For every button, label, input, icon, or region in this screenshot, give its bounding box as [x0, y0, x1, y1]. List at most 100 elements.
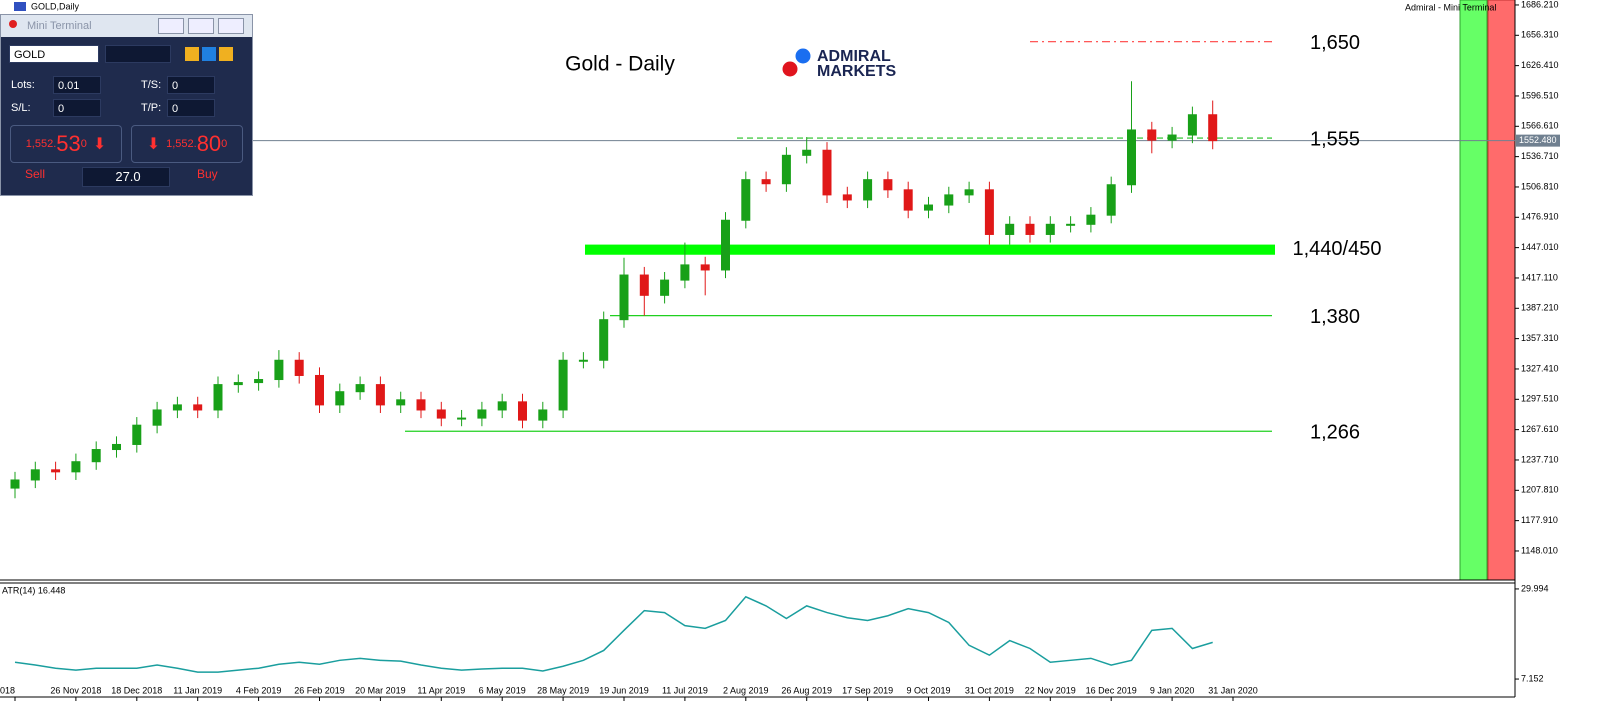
- x-tick-label: 18 Dec 2018: [111, 685, 162, 695]
- y-tick-label: 1626.410: [1521, 60, 1559, 70]
- y-tick-label: 1536.710: [1521, 151, 1559, 161]
- maximize-button[interactable]: [188, 18, 214, 34]
- candle-body: [71, 461, 81, 473]
- logo-dot: [782, 61, 798, 77]
- x-tick-label: 11 Jan 2019: [173, 685, 222, 695]
- tool-icon[interactable]: [219, 47, 233, 61]
- candle-body: [741, 179, 751, 221]
- candle-body: [781, 154, 791, 185]
- y-tick-label: 1656.310: [1521, 30, 1559, 40]
- sell-price-pips: 53: [56, 131, 81, 156]
- y-tick-label: 29.994: [1521, 583, 1549, 593]
- candle-body: [233, 382, 243, 386]
- candle-body: [802, 149, 812, 156]
- buy-button[interactable]: ⬇ 1,552. 80 0: [131, 125, 243, 163]
- buy-price-big-figure: 1,552.: [166, 138, 197, 150]
- candle-body: [51, 469, 61, 473]
- support-band: [585, 244, 1275, 255]
- x-tick-label: 20 Mar 2019: [355, 685, 406, 695]
- x-tick-label: 2 Aug 2019: [723, 685, 769, 695]
- candle-body: [274, 359, 284, 381]
- candle-body: [619, 274, 629, 321]
- candle-body: [518, 401, 527, 421]
- candle-body: [416, 399, 426, 411]
- logo-text: MARKETS: [817, 63, 896, 80]
- candle-body: [924, 204, 933, 211]
- buy-price-fraction: 0: [221, 138, 228, 150]
- settings-icon[interactable]: [202, 47, 216, 61]
- red-panel: [1487, 0, 1516, 581]
- ts-input[interactable]: 0: [167, 76, 215, 94]
- x-tick-label: 16 Dec 2019: [1086, 685, 1137, 695]
- candle-body: [1167, 134, 1177, 141]
- terminal-titlebar: Mini Terminal: [1, 15, 252, 37]
- y-tick-label: 1327.410: [1521, 363, 1559, 373]
- candle-body: [944, 194, 954, 206]
- candle-body: [761, 179, 771, 185]
- y-tick-label: 7.152: [1521, 673, 1544, 683]
- x-tick-label: 4 Feb 2019: [236, 685, 282, 695]
- spread-field: 27.0: [82, 167, 170, 187]
- x-tick-label: 26 Aug 2019: [781, 685, 832, 695]
- candle-body: [1127, 129, 1136, 186]
- terminal-title: Mini Terminal: [27, 20, 92, 32]
- candle-body: [822, 149, 832, 196]
- y-tick-label: 1297.510: [1521, 394, 1559, 404]
- candle-body: [721, 219, 730, 271]
- candle-body: [1066, 223, 1076, 226]
- y-tick-label: 1506.810: [1521, 181, 1559, 191]
- x-tick-label: 19 Jun 2019: [599, 685, 649, 695]
- y-tick-label: 1417.110: [1521, 272, 1558, 282]
- tool-icon[interactable]: [185, 47, 199, 61]
- price-tag: [1516, 134, 1560, 147]
- candle-body: [375, 384, 385, 406]
- candle-body: [132, 424, 142, 445]
- atr-line: [14, 595, 1213, 673]
- y-tick-label: 1237.710: [1521, 454, 1559, 464]
- y-tick-label: 1566.610: [1521, 121, 1559, 131]
- y-tick-label: 1148.010: [1521, 545, 1558, 555]
- sell-label[interactable]: Sell: [25, 167, 46, 181]
- level-label: 1,380: [1310, 306, 1360, 328]
- candle-body: [842, 194, 852, 201]
- green-panel: [1459, 0, 1488, 581]
- y-tick-label: 1447.010: [1521, 242, 1559, 252]
- tp-label: T/P:: [141, 102, 162, 114]
- symbol-field: [105, 45, 171, 63]
- candle-body: [254, 379, 264, 384]
- candle-body: [1147, 129, 1157, 141]
- close-button[interactable]: [218, 18, 244, 34]
- x-tick-label: 17 Sep 2019: [842, 685, 893, 695]
- minimize-button[interactable]: [158, 18, 184, 34]
- candle-body: [578, 359, 588, 362]
- y-tick-label: 1387.210: [1521, 303, 1559, 313]
- price-tag-label: 1552.480: [1519, 135, 1557, 145]
- candle-body: [355, 384, 365, 393]
- x-tick-label: 11 Jul 2019: [662, 685, 708, 695]
- sell-price-fraction: 0: [80, 138, 87, 150]
- band-label: 1,440/450: [1293, 238, 1382, 260]
- buy-price-pips: 80: [196, 131, 222, 156]
- x-tick-label: 26 Feb 2019: [294, 685, 345, 695]
- candle-body: [497, 401, 507, 411]
- candle-body: [1005, 223, 1015, 235]
- x-tick-label: 31 Jan 2020: [1208, 685, 1258, 695]
- candle-body: [152, 409, 162, 426]
- candle-body: [1187, 114, 1197, 136]
- candle-body: [1086, 214, 1096, 225]
- y-tick-label: 1267.610: [1521, 424, 1559, 434]
- ts-label: T/S:: [141, 79, 162, 91]
- x-tick-label: 6 May 2019: [479, 685, 526, 695]
- tp-input[interactable]: 0: [167, 99, 215, 117]
- buy-label[interactable]: Buy: [197, 167, 218, 181]
- sell-button[interactable]: 1,552. 53 0 ⬇: [10, 125, 122, 163]
- down-arrow: ⬇: [92, 136, 107, 153]
- candle-body: [30, 469, 40, 481]
- lots-input[interactable]: 0.01: [53, 76, 101, 94]
- symbol-select[interactable]: GOLD: [9, 45, 99, 63]
- candle-body: [558, 359, 568, 411]
- sl-input[interactable]: 0: [53, 99, 101, 117]
- sl-label: S/L:: [11, 102, 31, 114]
